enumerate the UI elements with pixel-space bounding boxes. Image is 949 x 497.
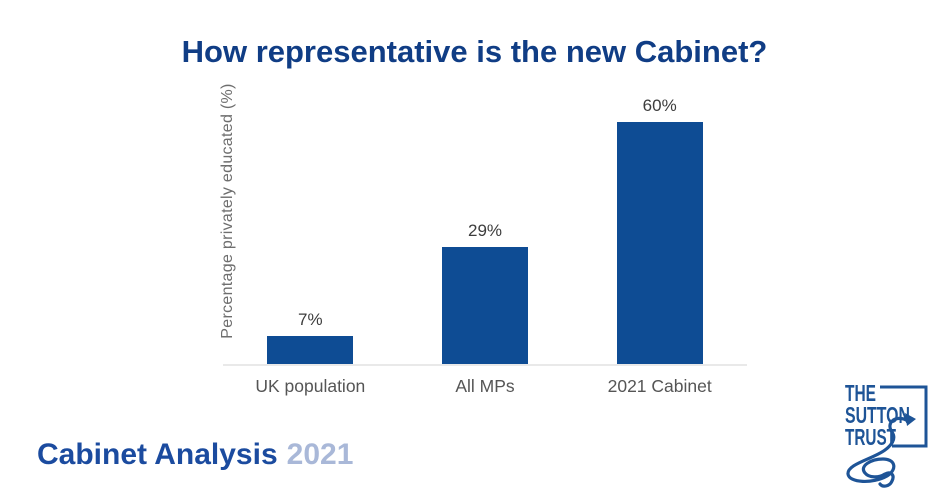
footer-year: 2021: [286, 438, 354, 471]
logo-text-line1: THE: [845, 380, 876, 406]
bar-chart: 7% UK population 29% All MPs 60% 2021 Cabinet: [223, 94, 747, 396]
bar: [267, 335, 354, 364]
sutton-trust-logo: THE SUTTON TRUST: [845, 380, 928, 488]
bar-column: 60% 2021 Cabinet: [572, 94, 747, 396]
bar-column: 29% All MPs: [398, 94, 573, 396]
footer: Cabinet Analysis 2021: [37, 438, 353, 472]
bar-column: 7% UK population: [223, 94, 398, 396]
footer-title: Cabinet Analysis: [37, 438, 278, 471]
logo-square-outline: [880, 385, 928, 448]
bar-value-label: 7%: [298, 309, 323, 329]
logo-text-line3: TRUST: [845, 424, 896, 450]
logo-swirl: [846, 416, 910, 488]
bar: [616, 122, 703, 364]
category-label: UK population: [255, 376, 366, 396]
bar-value-label: 60%: [642, 96, 677, 116]
bar-chart-columns: 7% UK population 29% All MPs 60% 2021 Cabinet: [223, 94, 747, 396]
logo-text-line2: SUTTON: [845, 402, 910, 428]
logo-arrowhead: [905, 413, 916, 426]
bar-value-label: 29%: [467, 221, 503, 241]
page-title: How representative is the new Cabinet?: [181, 33, 768, 69]
category-label: 2021 Cabinet: [607, 376, 712, 396]
category-label: All MPs: [455, 376, 515, 396]
bar: [442, 247, 528, 364]
